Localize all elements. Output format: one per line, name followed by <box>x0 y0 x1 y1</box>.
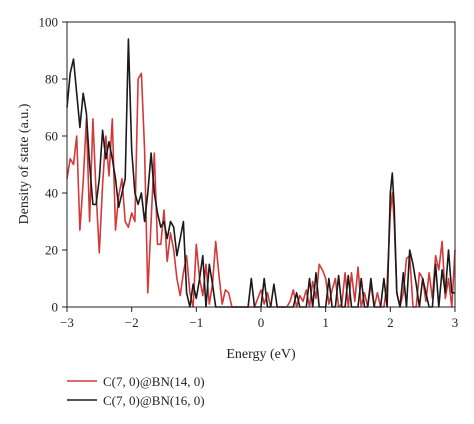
x-tick-label: 0 <box>258 315 265 330</box>
y-tick-label: 80 <box>45 72 58 87</box>
x-tick-label: 3 <box>452 315 459 330</box>
x-axis-title: Energy (eV) <box>226 347 296 362</box>
y-tick-label: 0 <box>52 300 59 315</box>
y-axis-ticks: 0 20 40 60 80 100 <box>39 15 67 315</box>
legend-label-2: C(7, 0)@BN(16, 0) <box>103 393 205 408</box>
y-axis-title: Density of state (a.u.) <box>17 103 32 224</box>
legend-label-1: C(7, 0)@BN(14, 0) <box>103 374 205 389</box>
plot-series <box>66 38 456 308</box>
y-tick-label: 60 <box>45 129 58 144</box>
legend: C(7, 0)@BN(14, 0) C(7, 0)@BN(16, 0) <box>67 374 205 408</box>
x-tick-label: −3 <box>60 315 74 330</box>
x-tick-label: −2 <box>125 315 139 330</box>
y-tick-label: 40 <box>45 186 58 201</box>
x-axis-ticks: −3 −2 −1 0 1 2 3 <box>60 307 458 330</box>
x-tick-label: 1 <box>322 315 329 330</box>
x-tick-label: −1 <box>189 315 203 330</box>
x-tick-label: 2 <box>387 315 394 330</box>
series-line-2 <box>66 38 455 308</box>
y-tick-label: 100 <box>39 15 59 30</box>
y-tick-label: 20 <box>45 243 58 258</box>
